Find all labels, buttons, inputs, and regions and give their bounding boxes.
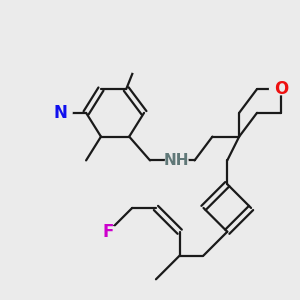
Text: F: F — [103, 223, 114, 241]
Text: NH: NH — [164, 153, 190, 168]
Ellipse shape — [129, 61, 141, 73]
Text: O: O — [274, 80, 288, 98]
Ellipse shape — [166, 155, 188, 166]
Ellipse shape — [50, 107, 72, 118]
Ellipse shape — [97, 226, 120, 237]
Text: N: N — [54, 104, 68, 122]
Ellipse shape — [269, 83, 292, 95]
